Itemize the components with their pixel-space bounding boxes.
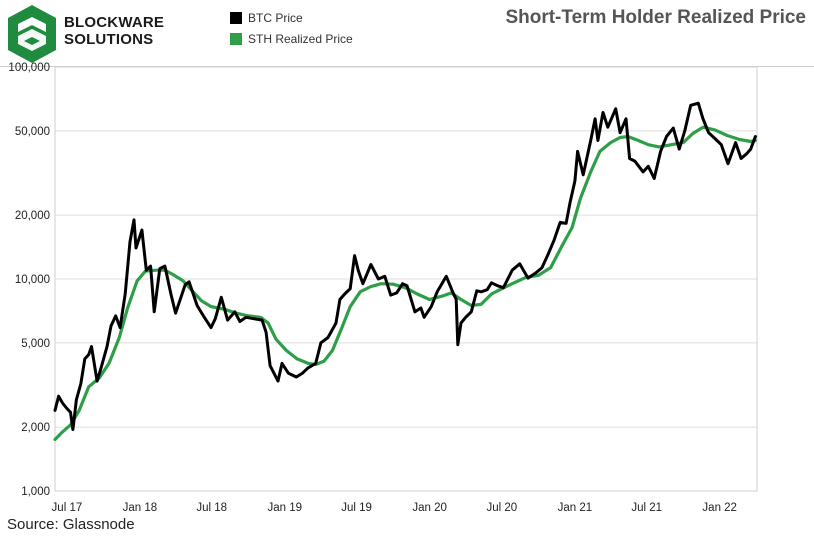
legend-item-btc-price: BTC Price [230, 10, 303, 26]
y-tick-label: 2,000 [21, 422, 50, 434]
x-tick-label: Jul 19 [341, 502, 372, 514]
x-tick-label: Jan 18 [123, 502, 158, 514]
legend-swatch-sth [230, 33, 242, 45]
logo-text-line1: BLOCKWARE [64, 14, 165, 31]
legend-swatch-btc [230, 12, 242, 24]
y-axis-ticks: 1,000 2,000 5,000 10,000 20,000 50,000 100,000 [8, 62, 50, 498]
y-tick-label: 50,000 [15, 126, 50, 138]
x-tick-label: Jan 22 [702, 502, 737, 514]
series-line-btc-price [53, 101, 757, 431]
legend-item-sth-realized-price: STH Realized Price [230, 31, 353, 47]
plot-border [54, 66, 758, 492]
x-tick-label: Jul 18 [196, 502, 227, 514]
x-tick-label: Jan 20 [412, 502, 447, 514]
series-lines [53, 101, 757, 442]
x-tick-label: Jul 21 [631, 502, 662, 514]
source-note: Source: Glassnode [7, 516, 135, 533]
legend-label-sth: STH Realized Price [248, 32, 353, 46]
logo-hexagon-icon [8, 5, 56, 63]
blockware-logo: BLOCKWARE SOLUTIONS [6, 4, 164, 64]
x-axis-ticks: Jul 17 Jan 18 Jul 18 Jan 19 Jul 19 Jan 20 Jul … [52, 502, 737, 514]
x-tick-label: Jan 21 [558, 502, 593, 514]
y-tick-label: 20,000 [15, 210, 50, 222]
x-tick-label: Jul 17 [52, 502, 83, 514]
x-tick-label: Jan 19 [268, 502, 303, 514]
grid-lines [55, 130, 757, 428]
y-tick-label: 10,000 [15, 274, 50, 286]
x-tick-label: Jul 20 [486, 502, 517, 514]
y-tick-label: 100,000 [8, 62, 50, 74]
logo-text-line2: SOLUTIONS [64, 31, 154, 48]
legend-label-btc: BTC Price [248, 11, 303, 25]
y-tick-label: 1,000 [21, 486, 50, 498]
y-tick-label: 5,000 [21, 338, 50, 350]
chart-title: Short-Term Holder Realized Price [505, 7, 806, 28]
